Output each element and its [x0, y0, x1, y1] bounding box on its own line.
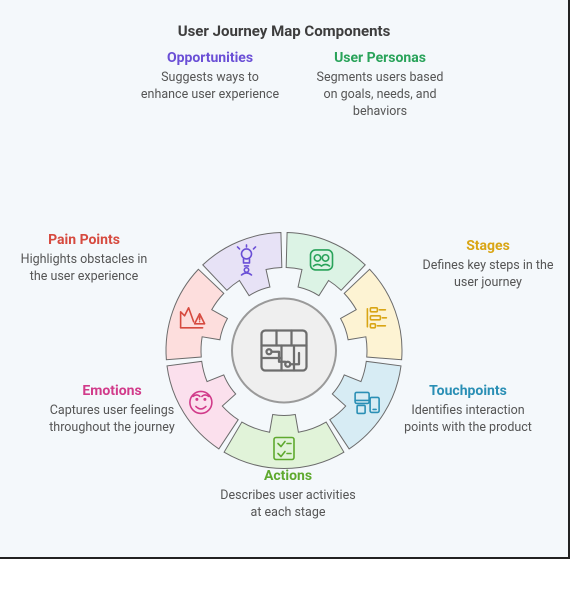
label-emotions: Emotions Captures user feelings throughou…	[42, 383, 182, 437]
segment-stages	[341, 269, 402, 359]
diagram-frame: User Journey Map Components	[0, 0, 570, 559]
segment-pain-points	[166, 269, 227, 359]
label-opportunities: Opportunities Suggests ways to enhance us…	[140, 50, 280, 104]
label-desc-pain-points: Highlights obstacles in the user experie…	[14, 252, 154, 286]
label-desc-stages: Defines key steps in the user journey	[418, 258, 558, 292]
label-title-user-personas: User Personas	[310, 50, 450, 66]
label-title-emotions: Emotions	[42, 383, 182, 399]
label-title-pain-points: Pain Points	[14, 232, 154, 248]
label-title-stages: Stages	[418, 238, 558, 254]
label-actions: Actions Describes user activities at each…	[218, 468, 358, 522]
label-desc-actions: Describes user activities at each stage	[218, 488, 358, 522]
label-title-opportunities: Opportunities	[140, 50, 280, 66]
label-desc-opportunities: Suggests ways to enhance user experience	[140, 70, 280, 104]
label-desc-emotions: Captures user feelings throughout the jo…	[42, 403, 182, 437]
diagram-title: User Journey Map Components	[0, 22, 568, 40]
label-pain-points: Pain Points Highlights obstacles in the u…	[14, 232, 154, 286]
label-stages: Stages Defines key steps in the user jour…	[418, 238, 558, 292]
label-desc-user-personas: Segments users based on goals, needs, an…	[310, 70, 450, 121]
label-desc-touchpoints: Identifies interaction points with the p…	[398, 403, 538, 437]
label-user-personas: User Personas Segments users based on goa…	[310, 50, 450, 121]
label-title-touchpoints: Touchpoints	[398, 383, 538, 399]
label-title-actions: Actions	[218, 468, 358, 484]
core-circle	[232, 299, 336, 403]
label-touchpoints: Touchpoints Identifies interaction points…	[398, 383, 538, 437]
